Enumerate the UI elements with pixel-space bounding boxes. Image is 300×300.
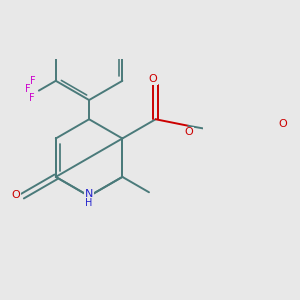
Text: O: O [12,190,21,200]
Text: F: F [29,93,35,103]
Text: F: F [31,76,36,86]
Text: H: H [85,198,93,208]
Text: F: F [25,83,31,94]
Text: N: N [85,189,93,199]
Text: O: O [148,74,157,84]
Text: O: O [184,127,194,137]
Text: O: O [279,119,287,129]
